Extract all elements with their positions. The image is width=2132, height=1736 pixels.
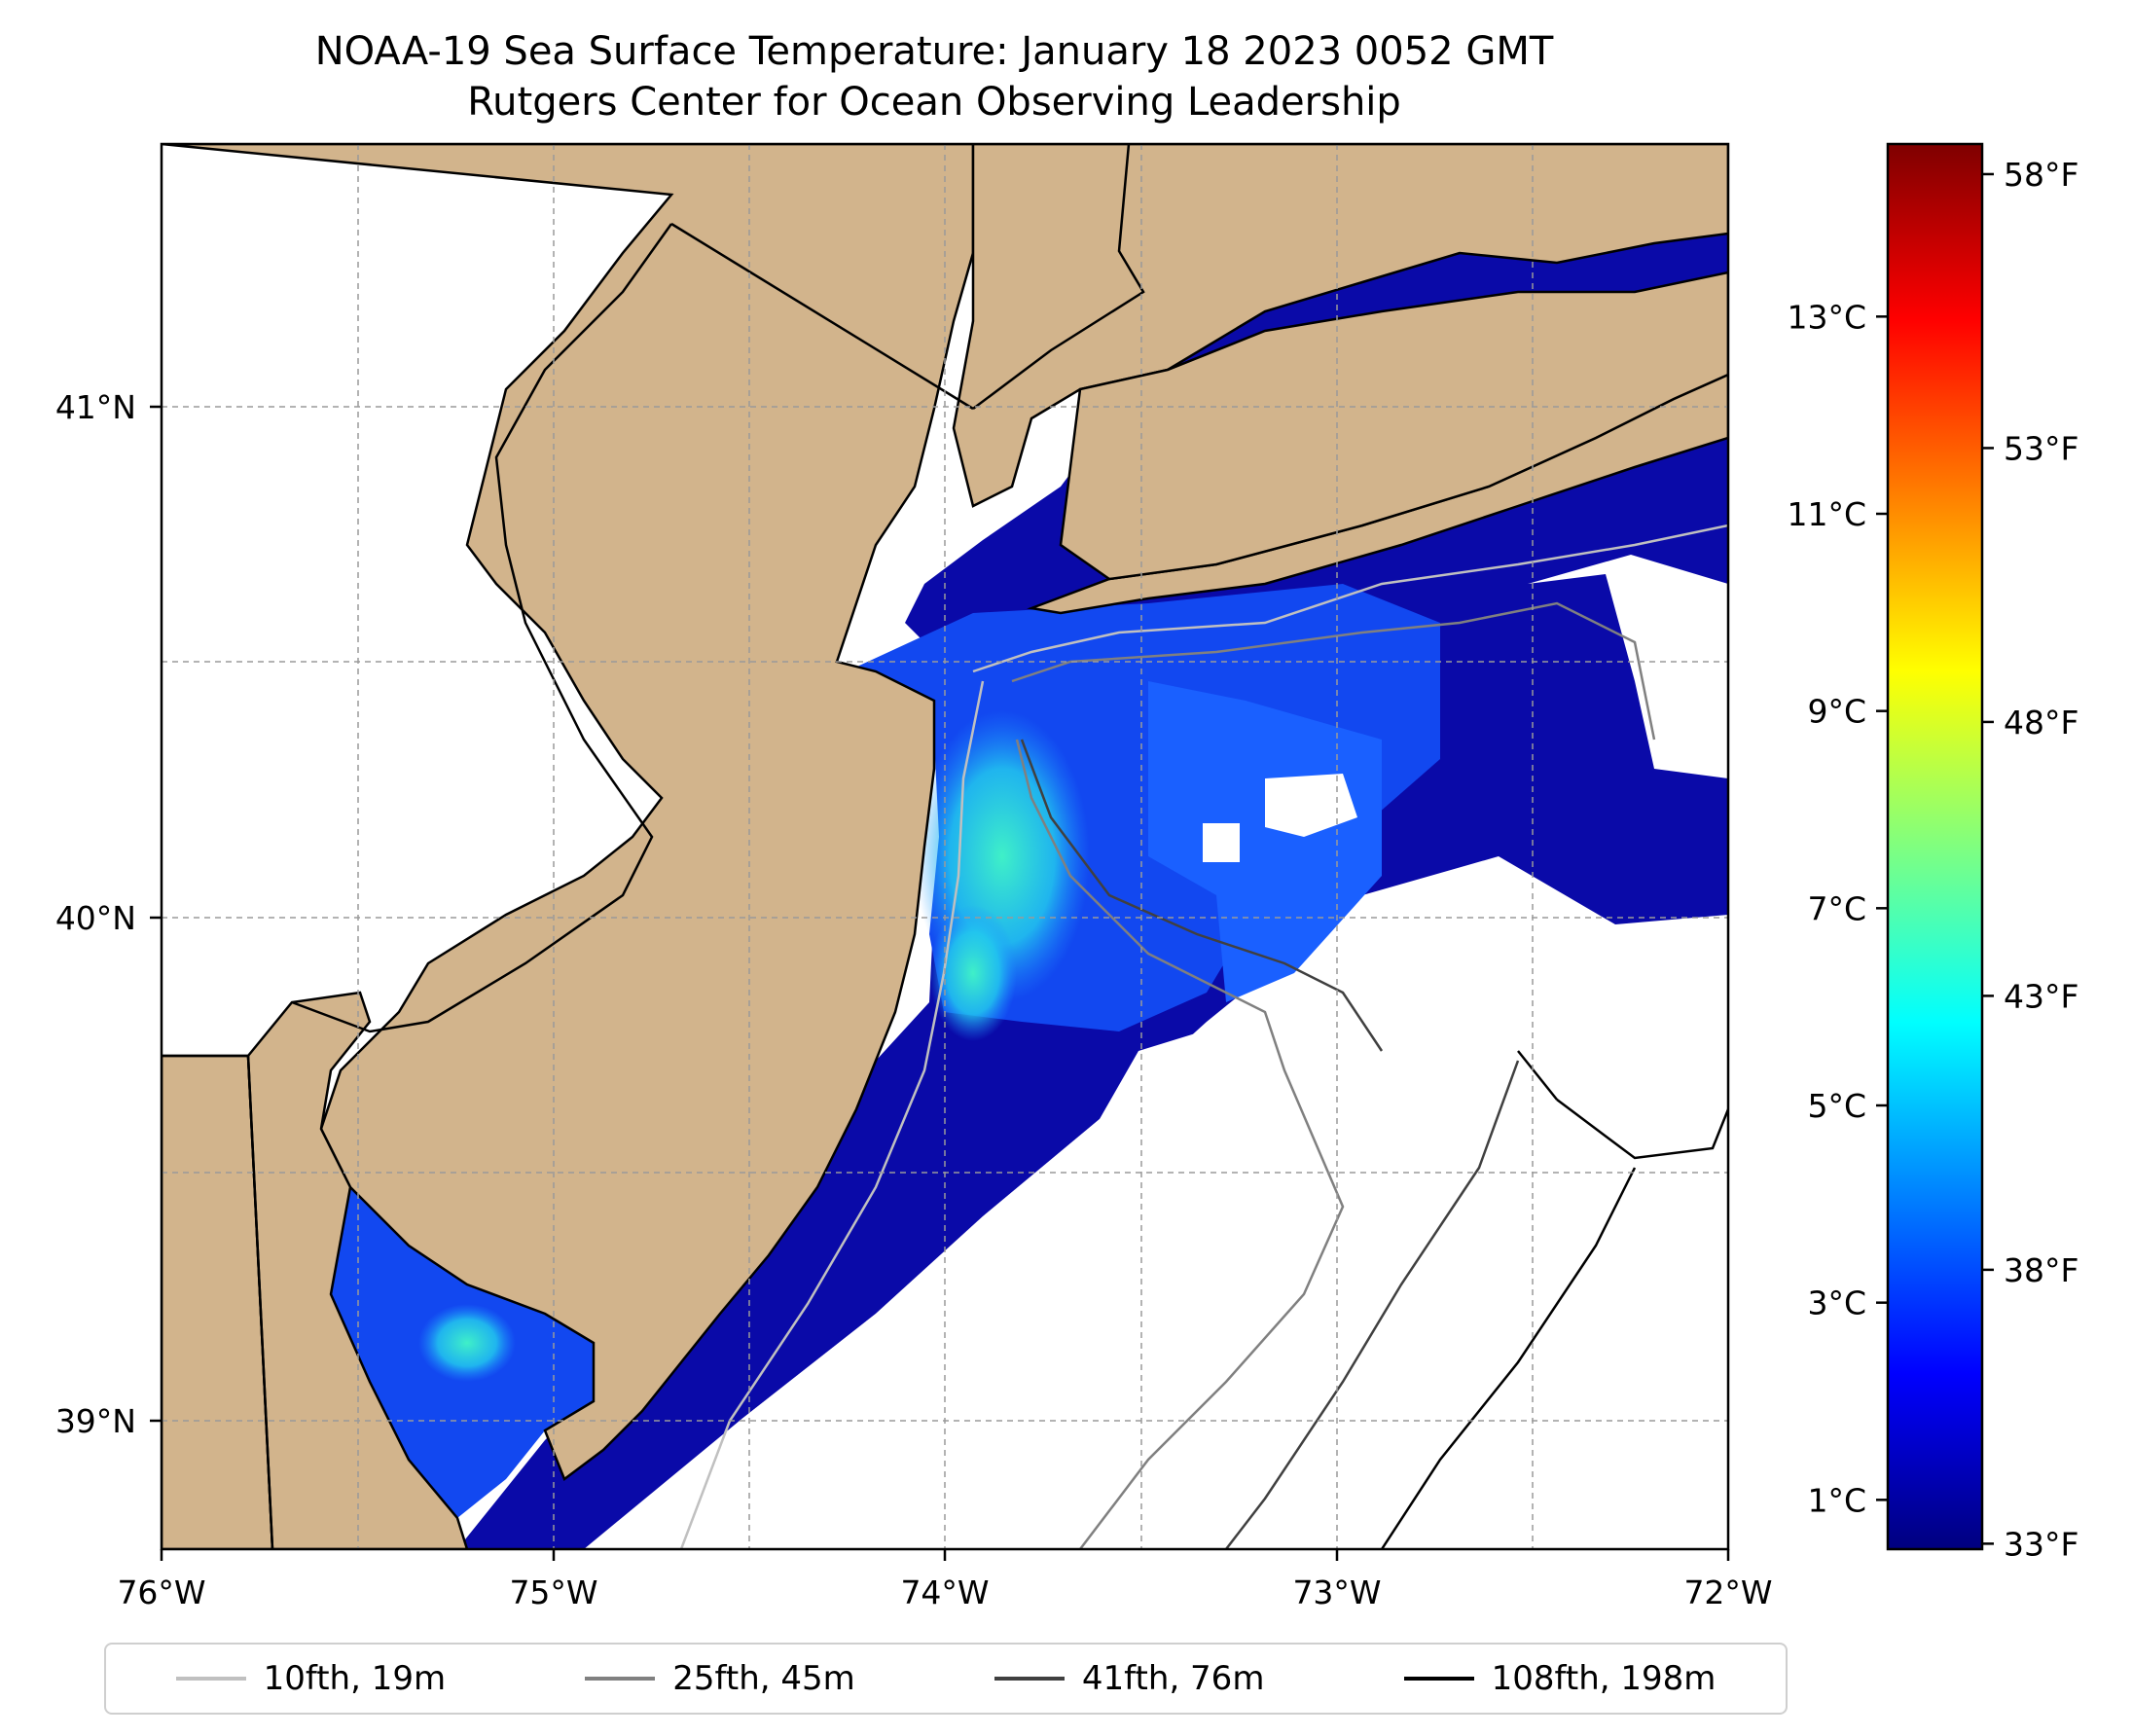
legend-label: 108fth, 198m <box>1491 1659 1716 1698</box>
legend-label: 10fth, 19m <box>263 1659 447 1698</box>
colorbar-celsius-label: 1°C <box>1807 1481 1866 1519</box>
x-tick-label: 75°W <box>509 1573 597 1611</box>
sst-warm-plume-2 <box>929 905 1017 1041</box>
x-tick-label: 72°W <box>1683 1573 1772 1611</box>
colorbar-fahrenheit-label: 48°F <box>2004 704 2078 741</box>
sst-delaware-warm <box>418 1304 516 1382</box>
colorbar-celsius-axis: 13°C 11°C 9°C 7°C 5°C 3°C 1°C <box>1787 298 1888 1519</box>
legend-item: 41fth, 76m <box>994 1659 1265 1698</box>
x-tick-label: 74°W <box>900 1573 989 1611</box>
no-data-region-east <box>1528 555 1728 778</box>
colorbar-fahrenheit-label: 43°F <box>2004 977 2078 1015</box>
legend-swatch <box>1403 1677 1474 1681</box>
state-border-ny-ct <box>972 144 1145 410</box>
isobath-41fth <box>1020 739 1520 1549</box>
gridlines <box>162 144 1728 1549</box>
isobath-108fth <box>1380 1050 1728 1549</box>
land-new-york-connecticut <box>952 144 1728 508</box>
state-border-de-md <box>162 1054 274 1549</box>
colorbar-celsius-label: 9°C <box>1807 693 1866 731</box>
colorbar-fahrenheit-label: 53°F <box>2004 429 2078 467</box>
legend-item: 10fth, 19m <box>175 1659 447 1698</box>
state-border-ny-nj <box>670 222 974 411</box>
legend-item: 25fth, 45m <box>585 1659 855 1698</box>
colorbar-celsius-label: 5°C <box>1807 1087 1866 1125</box>
state-border-pa-nj <box>291 223 673 1033</box>
colorbar-fahrenheit-axis: 58°F 53°F 48°F 43°F 38°F 33°F <box>1982 156 2078 1563</box>
y-axis <box>150 405 162 1423</box>
map-title: NOAA-19 Sea Surface Temperature: January… <box>314 29 1554 74</box>
legend-label: 41fth, 76m <box>1081 1659 1265 1698</box>
y-tick-label: 39°N <box>55 1402 136 1440</box>
land-new-jersey <box>162 144 975 1481</box>
isobath-25fth <box>1011 601 1656 1549</box>
colorbar-celsius-label: 13°C <box>1787 298 1866 336</box>
x-tick-label: 76°W <box>117 1573 205 1611</box>
land-long-island-north <box>1059 271 1728 581</box>
isobath-10fth <box>679 524 1728 1549</box>
legend-label: 25fth, 45m <box>672 1659 855 1698</box>
colorbar-fahrenheit-label: 33°F <box>2004 1525 2078 1563</box>
no-data-patch <box>1203 823 1240 862</box>
colorbar-fahrenheit-label: 38°F <box>2004 1251 2078 1289</box>
no-data-region-center <box>1265 774 1357 837</box>
colorbar-fahrenheit-label: 58°F <box>2004 156 2078 194</box>
no-data-region-south <box>701 915 1728 1549</box>
map-subtitle: Rutgers Center for Ocean Observing Leade… <box>467 80 1401 125</box>
colorbar <box>1886 142 1984 1551</box>
x-tick-label: 73°W <box>1292 1573 1381 1611</box>
y-tick-label: 40°N <box>55 899 136 937</box>
land-delmarva <box>246 991 469 1549</box>
x-axis <box>160 1549 1730 1561</box>
legend-swatch <box>585 1677 656 1681</box>
isobath-legend: 10fth, 19m 25fth, 45m 41fth, 76m 108fth,… <box>104 1643 1788 1715</box>
legend-swatch <box>994 1677 1065 1681</box>
legend-item: 108fth, 198m <box>1403 1659 1716 1698</box>
y-tick-label: 41°N <box>55 388 136 426</box>
colorbar-celsius-label: 11°C <box>1787 495 1866 533</box>
map-content <box>162 144 1728 1549</box>
colorbar-celsius-label: 3°C <box>1807 1284 1866 1322</box>
sst-field-mid-2 <box>1148 681 1382 1002</box>
legend-swatch <box>175 1677 246 1681</box>
colorbar-celsius-label: 7°C <box>1807 889 1866 927</box>
